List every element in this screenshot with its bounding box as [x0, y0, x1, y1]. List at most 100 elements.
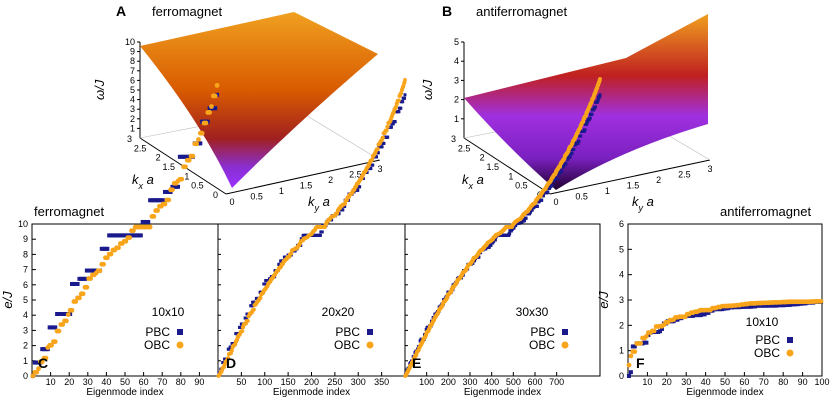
pbc-point — [628, 370, 633, 375]
obc-point — [818, 298, 824, 304]
z-tick-label: 9 — [130, 47, 135, 57]
kx-tick-label: 1.5 — [162, 162, 175, 172]
x-tick-label: 150 — [281, 377, 296, 387]
obc-point — [147, 224, 153, 230]
obc-point — [385, 124, 390, 129]
pbc-point — [365, 170, 369, 174]
pbc-point — [213, 106, 218, 111]
kx-ticks-a: 0 0.51 1.52 2.53 — [127, 134, 218, 200]
obc-point — [101, 261, 107, 267]
x-tick-label: 300 — [351, 377, 366, 387]
pbc-point — [397, 110, 401, 114]
obc-point — [258, 295, 263, 300]
x-tick-label: 30 — [681, 377, 691, 387]
pbc-point — [512, 226, 516, 230]
surface-title-b: antiferromagnet — [476, 4, 567, 19]
pbc-point — [358, 185, 362, 189]
y-tick-label: 9 — [23, 234, 28, 244]
pbc-point — [403, 93, 407, 97]
pbc-point — [509, 229, 513, 233]
obc-point — [403, 78, 407, 82]
pbc-point — [399, 106, 403, 110]
ky-ticks-a: 0 0.5 1 1.5 2 2.5 3 — [229, 164, 382, 207]
kx-tick-label: 1 — [508, 171, 513, 181]
pbc-point — [403, 96, 407, 100]
obc-point — [170, 187, 175, 193]
x-tick-label: 250 — [327, 377, 342, 387]
pbc-point — [561, 165, 565, 169]
legend-label: PBC — [145, 325, 170, 339]
x-tick-label: 80 — [176, 377, 186, 387]
lattice-label: 10x10 — [746, 315, 779, 329]
x-tick-label: 60 — [739, 377, 749, 387]
pbc-point — [587, 118, 591, 122]
obc-point — [212, 93, 218, 99]
kx-axis-b — [463, 137, 551, 195]
pbc-point — [382, 141, 386, 145]
pbc-point — [522, 219, 526, 223]
panel-label: F — [636, 355, 645, 371]
pbc-point — [570, 151, 574, 155]
ky-ticks-b: 0 0.5 1 1.5 2 2.5 3 — [553, 164, 712, 207]
ky-tick-label: 2.5 — [678, 170, 691, 180]
obc-point — [123, 238, 129, 244]
z-tick-label: 5 — [454, 37, 459, 47]
pbc-point — [597, 96, 601, 100]
section-title-left: ferromagnet — [34, 204, 104, 219]
y-axis-label: e/J — [0, 291, 15, 309]
z-tick-label: 5 — [130, 85, 135, 95]
pbc-point — [83, 276, 88, 281]
pbc-point — [541, 194, 545, 198]
pbc-point — [550, 184, 554, 188]
x-tick-label: 10 — [46, 377, 56, 387]
x-tick-label: 80 — [778, 377, 788, 387]
obc-point — [52, 339, 58, 345]
panel-label-b: B — [442, 3, 452, 19]
y-tick-label: 6 — [23, 280, 28, 290]
x-axis-label: Eigenmode index — [273, 387, 350, 398]
pbc-point — [583, 128, 587, 132]
plot-frame — [404, 223, 601, 377]
ky-label-b: ky a — [632, 194, 654, 213]
kx-label-b: kx a — [462, 172, 484, 191]
ky-axis-b — [549, 159, 711, 195]
section-title-right: antiferromagnet — [720, 204, 811, 219]
pbc-point — [548, 186, 552, 190]
y-tick-label: 1 — [23, 356, 28, 366]
pbc-point — [535, 204, 539, 208]
pbc-point — [626, 374, 631, 378]
pbc-point — [507, 233, 511, 237]
pbc-point — [263, 282, 267, 286]
legend-label: PBC — [755, 333, 780, 347]
obc-point — [226, 356, 231, 361]
kx-tick-label: 0.5 — [515, 181, 528, 191]
pbc-point — [356, 188, 360, 192]
obc-point — [394, 104, 399, 109]
x-tick-label: 700 — [549, 377, 564, 387]
x-tick-label: 40 — [101, 377, 111, 387]
obc-point — [43, 355, 49, 361]
obc-point — [49, 342, 54, 348]
y-tick-label: 7 — [23, 265, 28, 275]
x-tick-label: 50 — [720, 377, 730, 387]
scatter-plot-e: 100 200 300 400 500 600 700 Eigenmode index 30x3… — [403, 76, 602, 398]
legend-label: OBC — [529, 338, 555, 352]
legend-label: PBC — [530, 325, 555, 339]
obc-point — [252, 307, 256, 312]
legend-label: OBC — [334, 338, 360, 352]
kx-tick-label: 3 — [451, 134, 456, 144]
ky-tick-label: 2.5 — [349, 170, 362, 180]
obc-point — [73, 299, 79, 304]
pbc-point — [588, 116, 592, 120]
pbc-point — [75, 281, 80, 286]
obc-point — [194, 141, 200, 147]
y-tick-label: 3 — [23, 325, 28, 335]
pbc-point — [489, 243, 493, 247]
obc-point — [30, 373, 36, 379]
x-tick-label: 500 — [506, 377, 521, 387]
obc-point — [632, 349, 638, 354]
obc-point — [69, 307, 75, 313]
obc-point — [155, 208, 160, 213]
